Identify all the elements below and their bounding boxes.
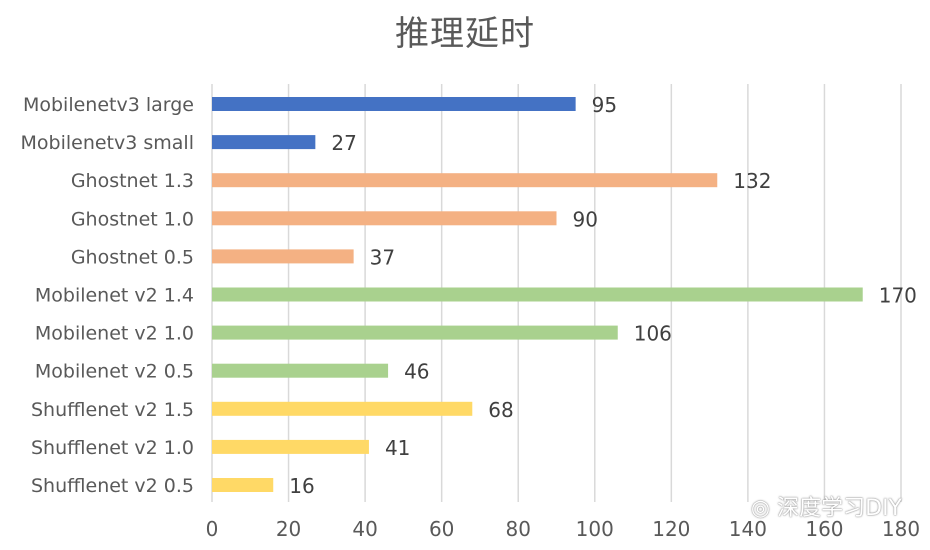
bar [212,249,354,264]
chart-title: 推理延时 [395,14,535,54]
data-label: 37 [370,245,395,269]
bar [212,97,576,111]
category-label: Mobilenet v2 1.4 [35,285,194,307]
x-tick-label: 160 [805,517,843,541]
bar [212,325,618,340]
data-label: 132 [733,169,771,193]
category-label: Shufflenet v2 0.5 [31,475,194,497]
x-tick-label: 120 [652,517,690,541]
data-label: 95 [592,93,617,117]
x-tick-label: 180 [882,517,920,541]
bar [212,211,557,226]
data-label: 27 [331,131,356,155]
x-tick-label: 100 [576,517,614,541]
bar [212,135,316,150]
category-label: Ghostnet 1.0 [71,208,194,230]
category-label: Ghostnet 0.5 [71,246,194,268]
category-label: Shufflenet v2 1.0 [31,437,194,459]
data-label: 106 [634,322,672,346]
category-label: Mobilenet v2 0.5 [35,361,194,383]
category-label: Shufflenet v2 1.5 [31,399,194,421]
data-label: 16 [289,474,314,498]
x-tick-label: 60 [429,517,454,541]
x-tick-label: 140 [729,517,767,541]
category-label: Mobilenetv3 small [21,132,195,154]
data-label: 41 [385,436,410,460]
category-label: Ghostnet 1.3 [71,170,194,192]
category-label: Mobilenetv3 large [23,94,194,116]
watermark: ◎ 深度学习DIY [751,490,902,522]
category-label: Mobilenet v2 1.0 [35,323,194,345]
x-tick-label: 0 [206,517,219,541]
x-tick-label: 40 [352,517,377,541]
data-label: 170 [879,284,917,308]
bar [212,401,473,416]
bar [212,478,274,492]
data-label: 68 [488,398,513,422]
wechat-icon: ◎ [750,496,771,521]
data-label: 90 [573,207,598,231]
bar [212,287,863,302]
bar [212,173,718,188]
x-tick-label: 80 [505,517,530,541]
data-label: 46 [404,360,429,384]
x-tick-label: 20 [276,517,301,541]
bar [212,439,369,454]
watermark-text: 深度学习DIY [777,496,902,521]
bar [212,363,389,378]
